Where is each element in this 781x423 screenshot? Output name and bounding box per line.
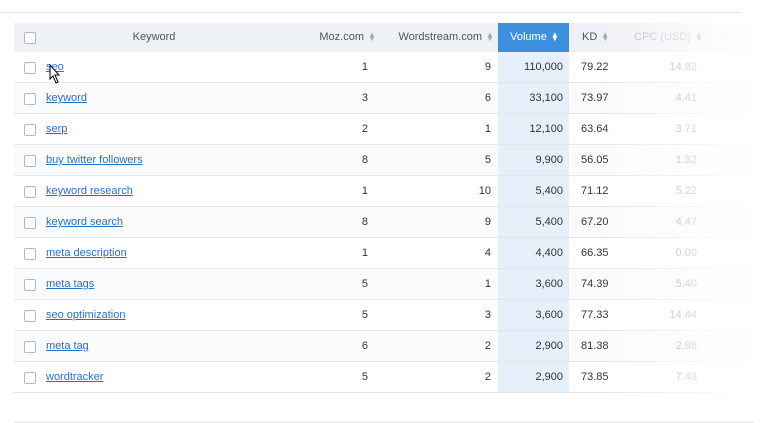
volume-value: 2,900: [535, 371, 563, 383]
keyword-link[interactable]: meta tag: [46, 340, 89, 352]
volume-cell-bg: [498, 331, 569, 361]
row-checkbox[interactable]: [24, 62, 36, 74]
page: Keyword Moz.com ▲ ▼ Wordstream.com ▲ ▼ Volume ▲ ▼…: [0, 12, 781, 423]
volume-value: 3,600: [535, 278, 563, 290]
volume-value: 12,100: [529, 123, 563, 135]
volume-cell-bg: [498, 83, 569, 113]
keyword-link[interactable]: buy twitter followers: [46, 154, 143, 166]
keyword-link[interactable]: meta tags: [46, 278, 95, 290]
moz-value: 5: [361, 278, 368, 290]
row-checkbox[interactable]: [24, 217, 36, 229]
keyword-link[interactable]: keyword search: [46, 216, 124, 228]
wordstream-value: 10: [478, 185, 491, 197]
moz-value: 1: [361, 185, 368, 197]
volume-cell-bg: [498, 145, 569, 175]
moz-value: 2: [361, 123, 368, 135]
moz-value: 3: [361, 92, 368, 104]
volume-value: 110,000: [524, 61, 563, 73]
moz-value: 1: [361, 61, 368, 73]
wordstream-value: 1: [484, 123, 491, 135]
keyword-link[interactable]: keyword: [46, 92, 87, 104]
keyword-link[interactable]: meta description: [46, 247, 127, 259]
wordstream-value: 2: [484, 340, 491, 352]
row-checkbox[interactable]: [24, 279, 36, 291]
volume-cell-bg: [498, 238, 569, 268]
keyword-link[interactable]: keyword research: [46, 185, 133, 197]
fade-overlay: [600, 14, 781, 406]
volume-value: 2,900: [535, 340, 563, 352]
column-header[interactable]: Moz.com ▲ ▼: [319, 23, 376, 52]
wordstream-value: 3: [484, 309, 491, 321]
wordstream-value: 4: [484, 247, 491, 259]
row-checkbox[interactable]: [24, 124, 36, 136]
volume-cell-bg: [498, 362, 569, 392]
sort-icon: ▲▼: [486, 30, 494, 44]
wordstream-value: 1: [484, 278, 491, 290]
sort-icon: ▲▼: [368, 30, 376, 44]
volume-value: 9,900: [535, 154, 563, 166]
volume-cell-bg: [498, 52, 569, 82]
column-header[interactable]: Volume ▲ ▼: [498, 23, 569, 52]
keyword-link[interactable]: wordtracker: [46, 371, 104, 383]
header-label: Wordstream.com: [398, 31, 482, 43]
wordstream-value: 9: [484, 61, 491, 73]
volume-value: 5,400: [535, 216, 563, 228]
top-rule: [0, 12, 740, 13]
volume-cell-bg: [498, 114, 569, 144]
row-checkbox[interactable]: [24, 155, 36, 167]
row-checkbox[interactable]: [24, 310, 36, 322]
keyword-link[interactable]: serp: [46, 123, 68, 135]
volume-cell-bg: [498, 176, 569, 206]
header-label: Keyword: [132, 31, 176, 43]
volume-value: 4,400: [535, 247, 563, 259]
wordstream-value: 2: [484, 371, 491, 383]
wordstream-value: 6: [484, 92, 491, 104]
volume-value: 3,600: [535, 309, 563, 321]
moz-value: 5: [361, 371, 368, 383]
volume-cell-bg: [498, 269, 569, 299]
row-checkbox[interactable]: [24, 372, 36, 384]
row-checkbox[interactable]: [24, 341, 36, 353]
header-label: KD: [582, 31, 598, 43]
select-all-checkbox[interactable]: [24, 32, 36, 44]
volume-value: 5,400: [535, 185, 563, 197]
moz-value: 8: [361, 154, 368, 166]
moz-value: 8: [361, 216, 368, 228]
keyword-link[interactable]: seo optimization: [46, 309, 126, 321]
volume-header-bg: [498, 23, 569, 52]
sort-icon: ▲▼: [550, 30, 559, 44]
row-checkbox[interactable]: [24, 186, 36, 198]
mouse-cursor: [49, 64, 61, 84]
column-header[interactable]: Wordstream.com ▲ ▼: [398, 23, 494, 52]
volume-cell-bg: [498, 207, 569, 237]
header-label: Volume: [510, 31, 547, 43]
volume-value: 33,100: [529, 92, 563, 104]
moz-value: 6: [361, 340, 368, 352]
volume-cell-bg: [498, 300, 569, 330]
header-label: Moz.com: [319, 31, 364, 43]
wordstream-value: 5: [484, 154, 491, 166]
row-checkbox[interactable]: [24, 93, 36, 105]
row-checkbox[interactable]: [24, 248, 36, 260]
moz-value: 5: [361, 309, 368, 321]
wordstream-value: 9: [484, 216, 491, 228]
moz-value: 1: [361, 247, 368, 259]
